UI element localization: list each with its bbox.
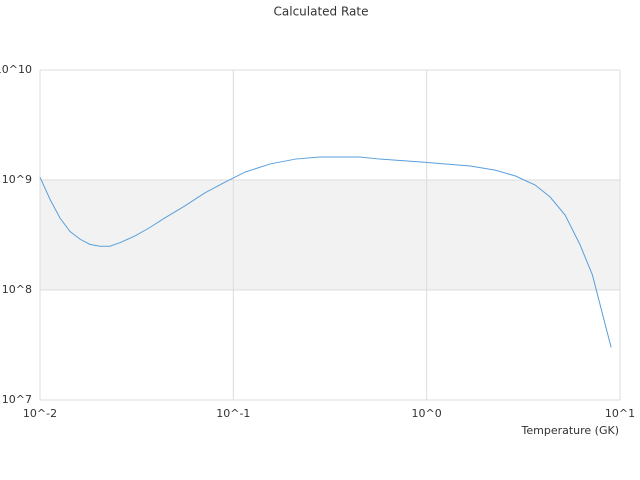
x-tick-label: 10^-2 (23, 407, 57, 420)
y-tick-label: 10^8 (2, 283, 32, 296)
y-tick-label: 10^10 (0, 63, 32, 76)
y-tick-label: 10^7 (2, 393, 32, 406)
data-line (39, 156, 612, 348)
x-tick-label: 10^1 (605, 407, 635, 420)
grid-band (40, 180, 620, 290)
chart-title: Calculated Rate (274, 5, 369, 19)
y-tick-label: 10^9 (2, 173, 32, 186)
x-tick-label: 10^-1 (216, 407, 250, 420)
x-tick-label: 10^0 (412, 407, 442, 420)
x-axis-label: Temperature (GK) (521, 424, 620, 437)
